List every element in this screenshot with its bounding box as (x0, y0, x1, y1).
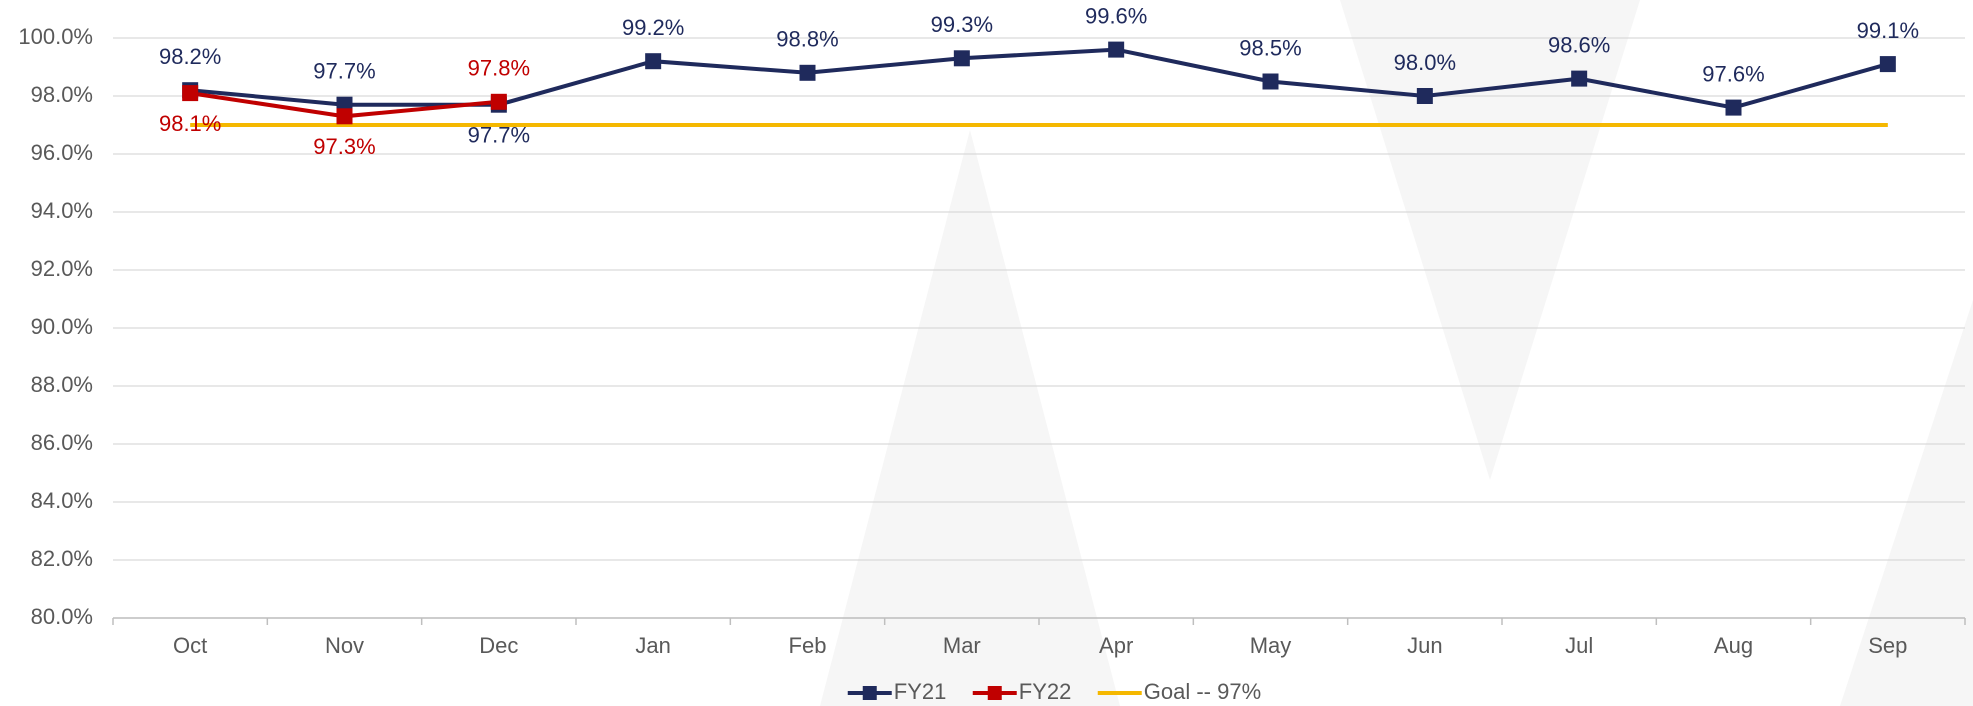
x-tick-label: Jun (1407, 633, 1442, 658)
x-tick-label: Jan (635, 633, 670, 658)
x-tick-label: Apr (1099, 633, 1133, 658)
data-label: 97.7% (313, 59, 375, 84)
marker (1416, 88, 1433, 104)
marker (799, 64, 816, 81)
marker (1879, 56, 1896, 73)
marker (1571, 70, 1588, 87)
y-tick-label: 88.0% (31, 372, 93, 397)
data-label: 99.2% (622, 15, 684, 40)
marker (1108, 41, 1125, 58)
data-label: 99.3% (931, 12, 993, 37)
data-label: 98.2% (159, 44, 221, 69)
data-label: 98.1% (159, 111, 221, 136)
legend-label: FY22 (1019, 679, 1072, 704)
y-tick-label: 84.0% (31, 488, 93, 513)
data-label: 97.6% (1702, 61, 1764, 86)
y-tick-label: 100.0% (18, 24, 93, 49)
marker (182, 85, 199, 102)
marker (336, 108, 353, 125)
x-tick-label: Dec (479, 633, 518, 658)
legend-label: FY21 (894, 679, 947, 704)
y-tick-label: 86.0% (31, 430, 93, 455)
y-tick-label: 98.0% (31, 82, 93, 107)
x-tick-label: Mar (943, 633, 981, 658)
data-label: 97.8% (468, 56, 530, 81)
y-tick-label: 80.0% (31, 604, 93, 629)
x-tick-label: Aug (1714, 633, 1753, 658)
y-tick-label: 94.0% (31, 198, 93, 223)
data-label: 98.8% (776, 27, 838, 52)
data-label: 99.1% (1857, 18, 1919, 43)
legend-marker (987, 686, 1002, 700)
y-tick-label: 96.0% (31, 140, 93, 165)
x-tick-label: Oct (173, 633, 207, 658)
watermark (1340, 0, 1640, 480)
x-tick-label: Nov (325, 633, 364, 658)
y-tick-label: 92.0% (31, 256, 93, 281)
y-tick-label: 90.0% (31, 314, 93, 339)
marker (490, 93, 507, 110)
series-line (189, 47, 1889, 110)
x-tick-label: May (1250, 633, 1292, 658)
watermark (1840, 300, 1973, 706)
data-label: 98.6% (1548, 32, 1610, 57)
data-label: 98.5% (1239, 35, 1301, 60)
marker (645, 53, 662, 70)
y-tick-label: 82.0% (31, 546, 93, 571)
legend-marker (862, 686, 877, 700)
data-label: 97.7% (468, 123, 530, 148)
data-label: 98.0% (1394, 50, 1456, 75)
x-tick-label: Jul (1565, 633, 1593, 658)
legend-label: Goal -- 97% (1144, 679, 1261, 704)
data-label: 99.6% (1085, 3, 1147, 28)
marker (1262, 73, 1279, 90)
x-tick-label: Feb (789, 633, 827, 658)
data-label: 97.3% (313, 134, 375, 159)
marker (1725, 99, 1742, 116)
x-tick-label: Sep (1868, 633, 1907, 658)
marker (953, 50, 970, 67)
watermark (820, 130, 1120, 706)
